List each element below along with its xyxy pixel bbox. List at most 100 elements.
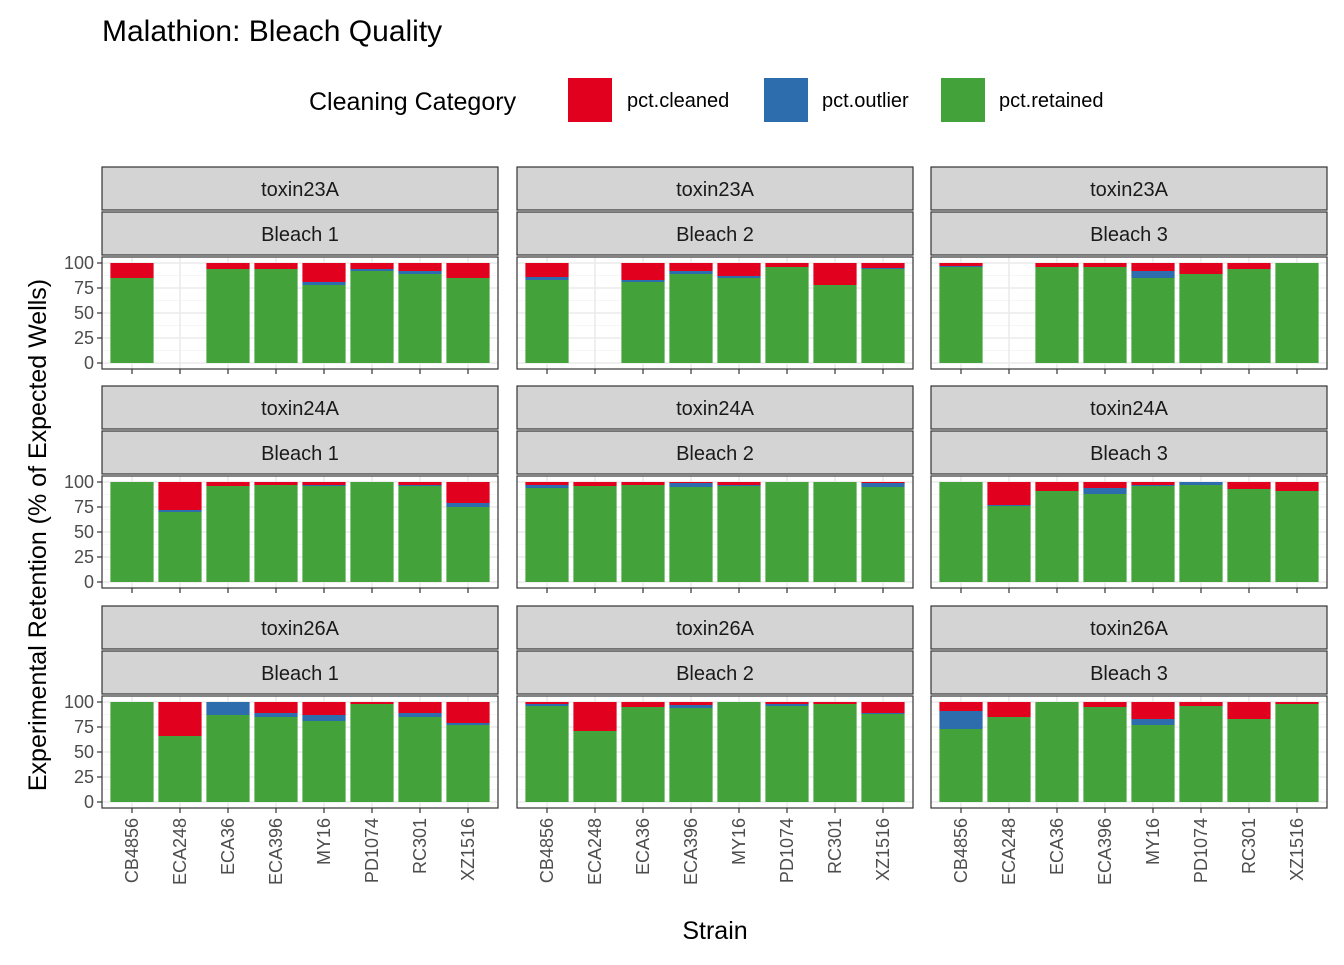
bar-CB4856-retained	[110, 482, 154, 582]
strip-label-bleach: Bleach 1	[261, 224, 339, 246]
bar-MY16-retained	[302, 721, 346, 802]
bar-ECA36-cleaned	[621, 482, 665, 485]
bar-ECA36-cleaned	[1035, 263, 1079, 267]
x-tick-label: MY16	[314, 818, 334, 865]
bar-XZ1516-cleaned	[861, 482, 905, 483]
y-tick-label: 100	[64, 472, 94, 492]
strip-row	[516, 166, 914, 211]
bar-XZ1516-cleaned	[446, 702, 490, 723]
bar-PD1074-retained	[765, 706, 809, 802]
y-tick-label: 0	[84, 792, 94, 812]
x-tick-label: XZ1516	[458, 818, 478, 881]
bar-ECA36-retained	[621, 485, 665, 582]
strip-col	[101, 211, 499, 256]
strip-label-toxin: toxin24A	[1090, 398, 1168, 420]
bar-XZ1516-cleaned	[446, 263, 490, 278]
x-tick-label: ECA248	[585, 818, 605, 885]
bar-ECA396-outlier	[1083, 488, 1127, 494]
bar-MY16-outlier	[302, 715, 346, 721]
bar-XZ1516-retained	[446, 278, 490, 363]
bar-RC301-retained	[1227, 269, 1271, 363]
legend-label-retained: pct.retained	[999, 90, 1104, 112]
bar-RC301-retained	[1227, 489, 1271, 582]
strip-label-bleach: Bleach 3	[1090, 224, 1168, 246]
bar-PD1074-cleaned	[350, 263, 394, 269]
y-tick-label: 50	[74, 522, 94, 542]
bar-MY16-cleaned	[302, 263, 346, 282]
bar-CB4856-cleaned	[939, 263, 983, 266]
bar-ECA396-cleaned	[669, 702, 713, 705]
strip-row	[101, 166, 499, 211]
bar-ECA396-cleaned	[254, 263, 298, 269]
bar-ECA36-retained	[1035, 267, 1079, 363]
legend-title: Cleaning Category	[309, 88, 517, 116]
bar-ECA36-retained	[206, 715, 250, 802]
bar-MY16-cleaned	[1131, 482, 1175, 485]
bar-XZ1516-cleaned	[861, 702, 905, 713]
x-tick-label: CB4856	[537, 818, 557, 883]
bar-RC301-cleaned	[1227, 263, 1271, 269]
bar-MY16-retained	[717, 278, 761, 363]
bar-MY16-retained	[302, 285, 346, 363]
bar-CB4856-retained	[525, 280, 569, 363]
panel-toxin23A-bleach-1: toxin23A Bleach 1 0 25 50 75 100	[64, 166, 499, 374]
strip-label-toxin: toxin23A	[676, 179, 754, 201]
panel-border	[930, 475, 1328, 589]
y-tick-label: 0	[84, 572, 94, 592]
bar-MY16-cleaned	[1131, 702, 1175, 719]
legend: Cleaning Category pct.cleaned pct.outlier…	[309, 78, 1104, 122]
bar-ECA36-retained	[621, 282, 665, 363]
bar-XZ1516-outlier	[446, 723, 490, 725]
panel-toxin24A-bleach-1: toxin24A Bleach 1 0 25 50 75 100	[64, 385, 499, 593]
bar-ECA396-cleaned	[669, 482, 713, 483]
bar-CB4856-outlier	[525, 704, 569, 706]
x-tick-label: RC301	[1239, 818, 1259, 874]
bar-RC301-retained	[398, 717, 442, 802]
panel-toxin23A-bleach-3: toxin23A Bleach 3	[930, 166, 1328, 374]
panel-toxin23A-bleach-2: toxin23A Bleach 2	[516, 166, 914, 374]
bar-ECA248-retained	[987, 506, 1031, 582]
bar-MY16-outlier	[302, 282, 346, 285]
bar-XZ1516-outlier	[446, 503, 490, 507]
strip-label-toxin: toxin26A	[261, 618, 339, 640]
bar-ECA36-retained	[621, 707, 665, 802]
bar-XZ1516-outlier	[861, 713, 905, 714]
bar-XZ1516-retained	[861, 714, 905, 802]
strip-col	[516, 430, 914, 475]
bar-ECA36-cleaned	[206, 482, 250, 486]
bar-ECA36-outlier	[206, 702, 250, 715]
facet-grid: toxin23A Bleach 1 0 25 50 75 100 toxin23A Bleach…	[64, 166, 1328, 885]
bar-CB4856-cleaned	[525, 482, 569, 485]
bar-ECA396-retained	[1083, 494, 1127, 582]
bar-ECA248-cleaned	[987, 482, 1031, 505]
bar-ECA36-cleaned	[621, 702, 665, 707]
bar-PD1074-cleaned	[1179, 263, 1223, 274]
bar-RC301-retained	[1227, 719, 1271, 802]
bar-MY16-outlier	[1131, 719, 1175, 725]
bar-ECA396-outlier	[254, 713, 298, 717]
bar-MY16-retained	[1131, 486, 1175, 582]
y-tick-label: 75	[74, 717, 94, 737]
panel-border	[516, 256, 914, 370]
bar-PD1074-cleaned	[1179, 702, 1223, 706]
panel-toxin26A-bleach-3: toxin26A Bleach 3 CB4856 ECA248 ECA36 ECA396 M…	[930, 605, 1328, 885]
bar-ECA396-retained	[669, 274, 713, 363]
strip-col	[101, 650, 499, 695]
bar-CB4856-outlier	[525, 277, 569, 280]
bar-MY16-cleaned	[1131, 263, 1175, 271]
bar-MY16-cleaned	[717, 263, 761, 276]
bar-XZ1516-retained	[1275, 704, 1319, 802]
strip-col	[101, 430, 499, 475]
bar-ECA248-retained	[573, 486, 617, 582]
bar-PD1074-outlier	[350, 269, 394, 271]
bar-CB4856-cleaned	[525, 702, 569, 704]
bar-ECA396-cleaned	[669, 263, 713, 271]
bar-RC301-cleaned	[1227, 482, 1271, 489]
bar-MY16-retained	[717, 702, 761, 802]
strip-label-bleach: Bleach 1	[261, 663, 339, 685]
x-tick-label: RC301	[825, 818, 845, 874]
bar-RC301-cleaned	[398, 482, 442, 485]
bar-MY16-retained	[302, 486, 346, 582]
bar-RC301-cleaned	[1227, 702, 1271, 719]
